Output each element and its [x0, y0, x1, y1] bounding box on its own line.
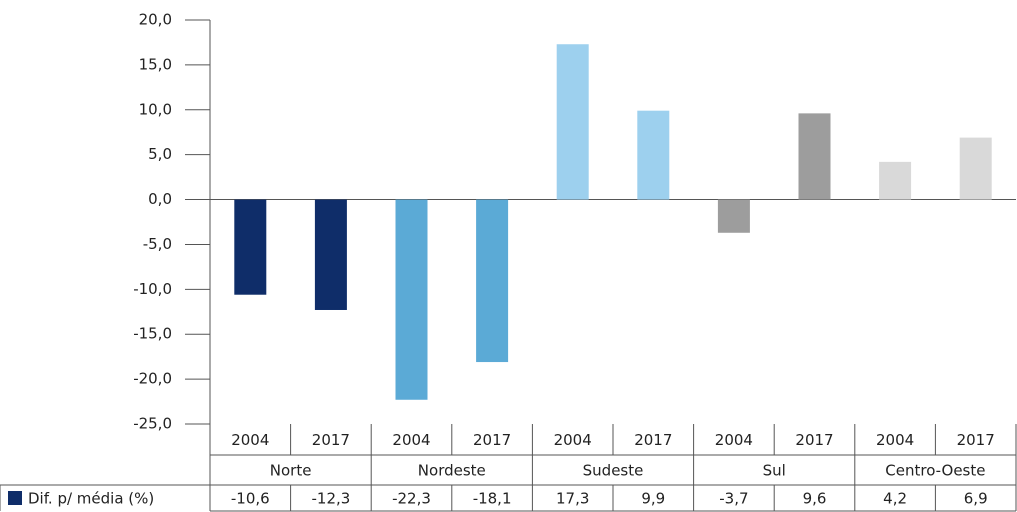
value-label: 9,9 — [641, 490, 665, 508]
bar — [556, 44, 589, 200]
x-tick-label: 2004 — [392, 431, 430, 449]
bar — [476, 199, 509, 363]
value-label: -3,7 — [719, 490, 748, 508]
value-label: 9,6 — [803, 490, 827, 508]
value-label: -18,1 — [473, 490, 512, 508]
bar — [395, 199, 428, 400]
x-tick-label: 2017 — [795, 431, 833, 449]
x-tick-label: 2017 — [957, 431, 995, 449]
value-label: 6,9 — [964, 490, 988, 508]
x-tick-label: 2004 — [715, 431, 753, 449]
legend-swatch — [8, 491, 22, 505]
group-label: Norte — [270, 462, 312, 480]
y-tick-label: -25,0 — [133, 415, 172, 433]
group-label: Sudeste — [583, 462, 644, 480]
y-tick-label: 5,0 — [148, 145, 172, 163]
y-tick-label: -20,0 — [133, 370, 172, 388]
value-label: 17,3 — [556, 490, 589, 508]
bar — [637, 110, 670, 200]
group-label: Centro-Oeste — [885, 462, 985, 480]
y-tick-label: -10,0 — [133, 280, 172, 298]
y-tick-label: -15,0 — [133, 325, 172, 343]
value-label: 4,2 — [883, 490, 907, 508]
value-label: -12,3 — [311, 490, 350, 508]
x-tick-label: 2017 — [473, 431, 511, 449]
group-label: Nordeste — [418, 462, 486, 480]
value-label: -22,3 — [392, 490, 431, 508]
bar — [234, 199, 267, 295]
bar — [717, 199, 750, 233]
x-tick-label: 2004 — [876, 431, 914, 449]
y-tick-label: 0,0 — [148, 190, 172, 208]
bar — [879, 161, 912, 200]
bar — [959, 137, 992, 200]
x-tick-label: 2004 — [554, 431, 592, 449]
legend-label: Dif. p/ média (%) — [28, 490, 154, 508]
y-tick-label: 20,0 — [139, 11, 172, 29]
x-tick-label: 2017 — [634, 431, 672, 449]
bar — [314, 199, 347, 310]
y-tick-label: 15,0 — [139, 55, 172, 73]
y-tick-label: -5,0 — [143, 235, 172, 253]
value-label: -10,6 — [231, 490, 270, 508]
y-tick-label: 10,0 — [139, 100, 172, 118]
x-tick-label: 2004 — [231, 431, 269, 449]
x-tick-label: 2017 — [312, 431, 350, 449]
group-label: Sul — [763, 462, 786, 480]
bar — [798, 113, 831, 200]
